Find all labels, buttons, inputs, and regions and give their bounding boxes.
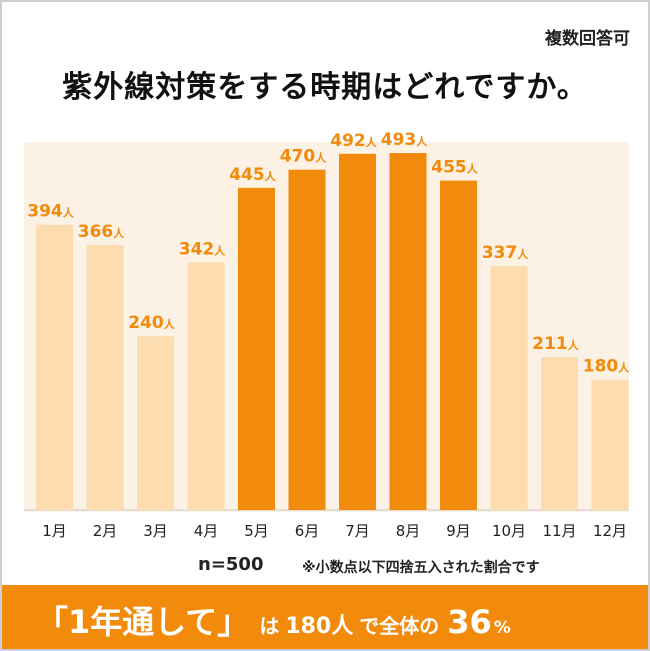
bar-6月: [288, 169, 326, 510]
banner-text: で全体の: [359, 614, 440, 638]
category-label: 11月: [542, 522, 576, 540]
value-label: 180人: [583, 357, 631, 377]
bar-3月: [137, 336, 174, 510]
value-label: 470人: [280, 147, 328, 167]
category-label: 2月: [93, 522, 118, 540]
bar-chart: 394人 1月 366人 2月 240人 3月 342人 4月 445人 5月 470人 6月 492人…: [24, 130, 631, 540]
value-label: 493人: [381, 130, 429, 150]
banner-percent-value: 36: [447, 603, 492, 641]
value-label: 240人: [128, 313, 176, 333]
value-label: 211人: [532, 334, 580, 354]
bar-8月: [389, 153, 427, 510]
value-label: 492人: [330, 131, 378, 151]
bar-2月: [86, 245, 124, 511]
bar-7月: [339, 153, 376, 511]
category-label: 10月: [492, 522, 526, 540]
value-label: 445人: [229, 165, 277, 185]
category-label: 12月: [593, 522, 627, 540]
category-label: 4月: [194, 522, 219, 540]
category-label: 6月: [295, 522, 320, 540]
banner-particle-ha: は: [259, 614, 280, 638]
value-label: 366人: [78, 222, 126, 242]
category-label: 9月: [446, 522, 471, 540]
bar-12月: [591, 379, 629, 510]
sample-size: n=500: [198, 554, 264, 575]
value-label: 394人: [27, 202, 75, 222]
category-label: 7月: [345, 522, 370, 540]
bar-9月: [440, 180, 477, 510]
banner-percent-sign: %: [493, 618, 511, 638]
value-label: 342人: [179, 239, 227, 259]
bar-5月: [238, 187, 275, 510]
chart-background: [24, 142, 629, 512]
rounding-note: ※小数点以下四捨五入された割合です: [302, 560, 540, 576]
bar-1月: [36, 224, 73, 510]
bar-11月: [541, 357, 578, 510]
summary-banner: 「1年通して」 は 180人 で全体の 36 %: [2, 585, 648, 649]
banner-count: 180人: [285, 614, 354, 639]
category-label: 3月: [143, 522, 168, 540]
multiple-answer-note: 複数回答可: [545, 29, 630, 49]
value-label: 455人: [431, 158, 479, 178]
category-label: 5月: [244, 522, 269, 540]
category-label: 8月: [396, 522, 421, 540]
banner-quote: 「1年通して」: [36, 603, 250, 641]
value-label: 337人: [482, 243, 530, 263]
bar-10月: [490, 266, 528, 510]
chart-title: 紫外線対策をする時期はどれですか。: [62, 70, 588, 105]
bar-4月: [187, 262, 225, 510]
category-label: 1月: [42, 522, 67, 540]
